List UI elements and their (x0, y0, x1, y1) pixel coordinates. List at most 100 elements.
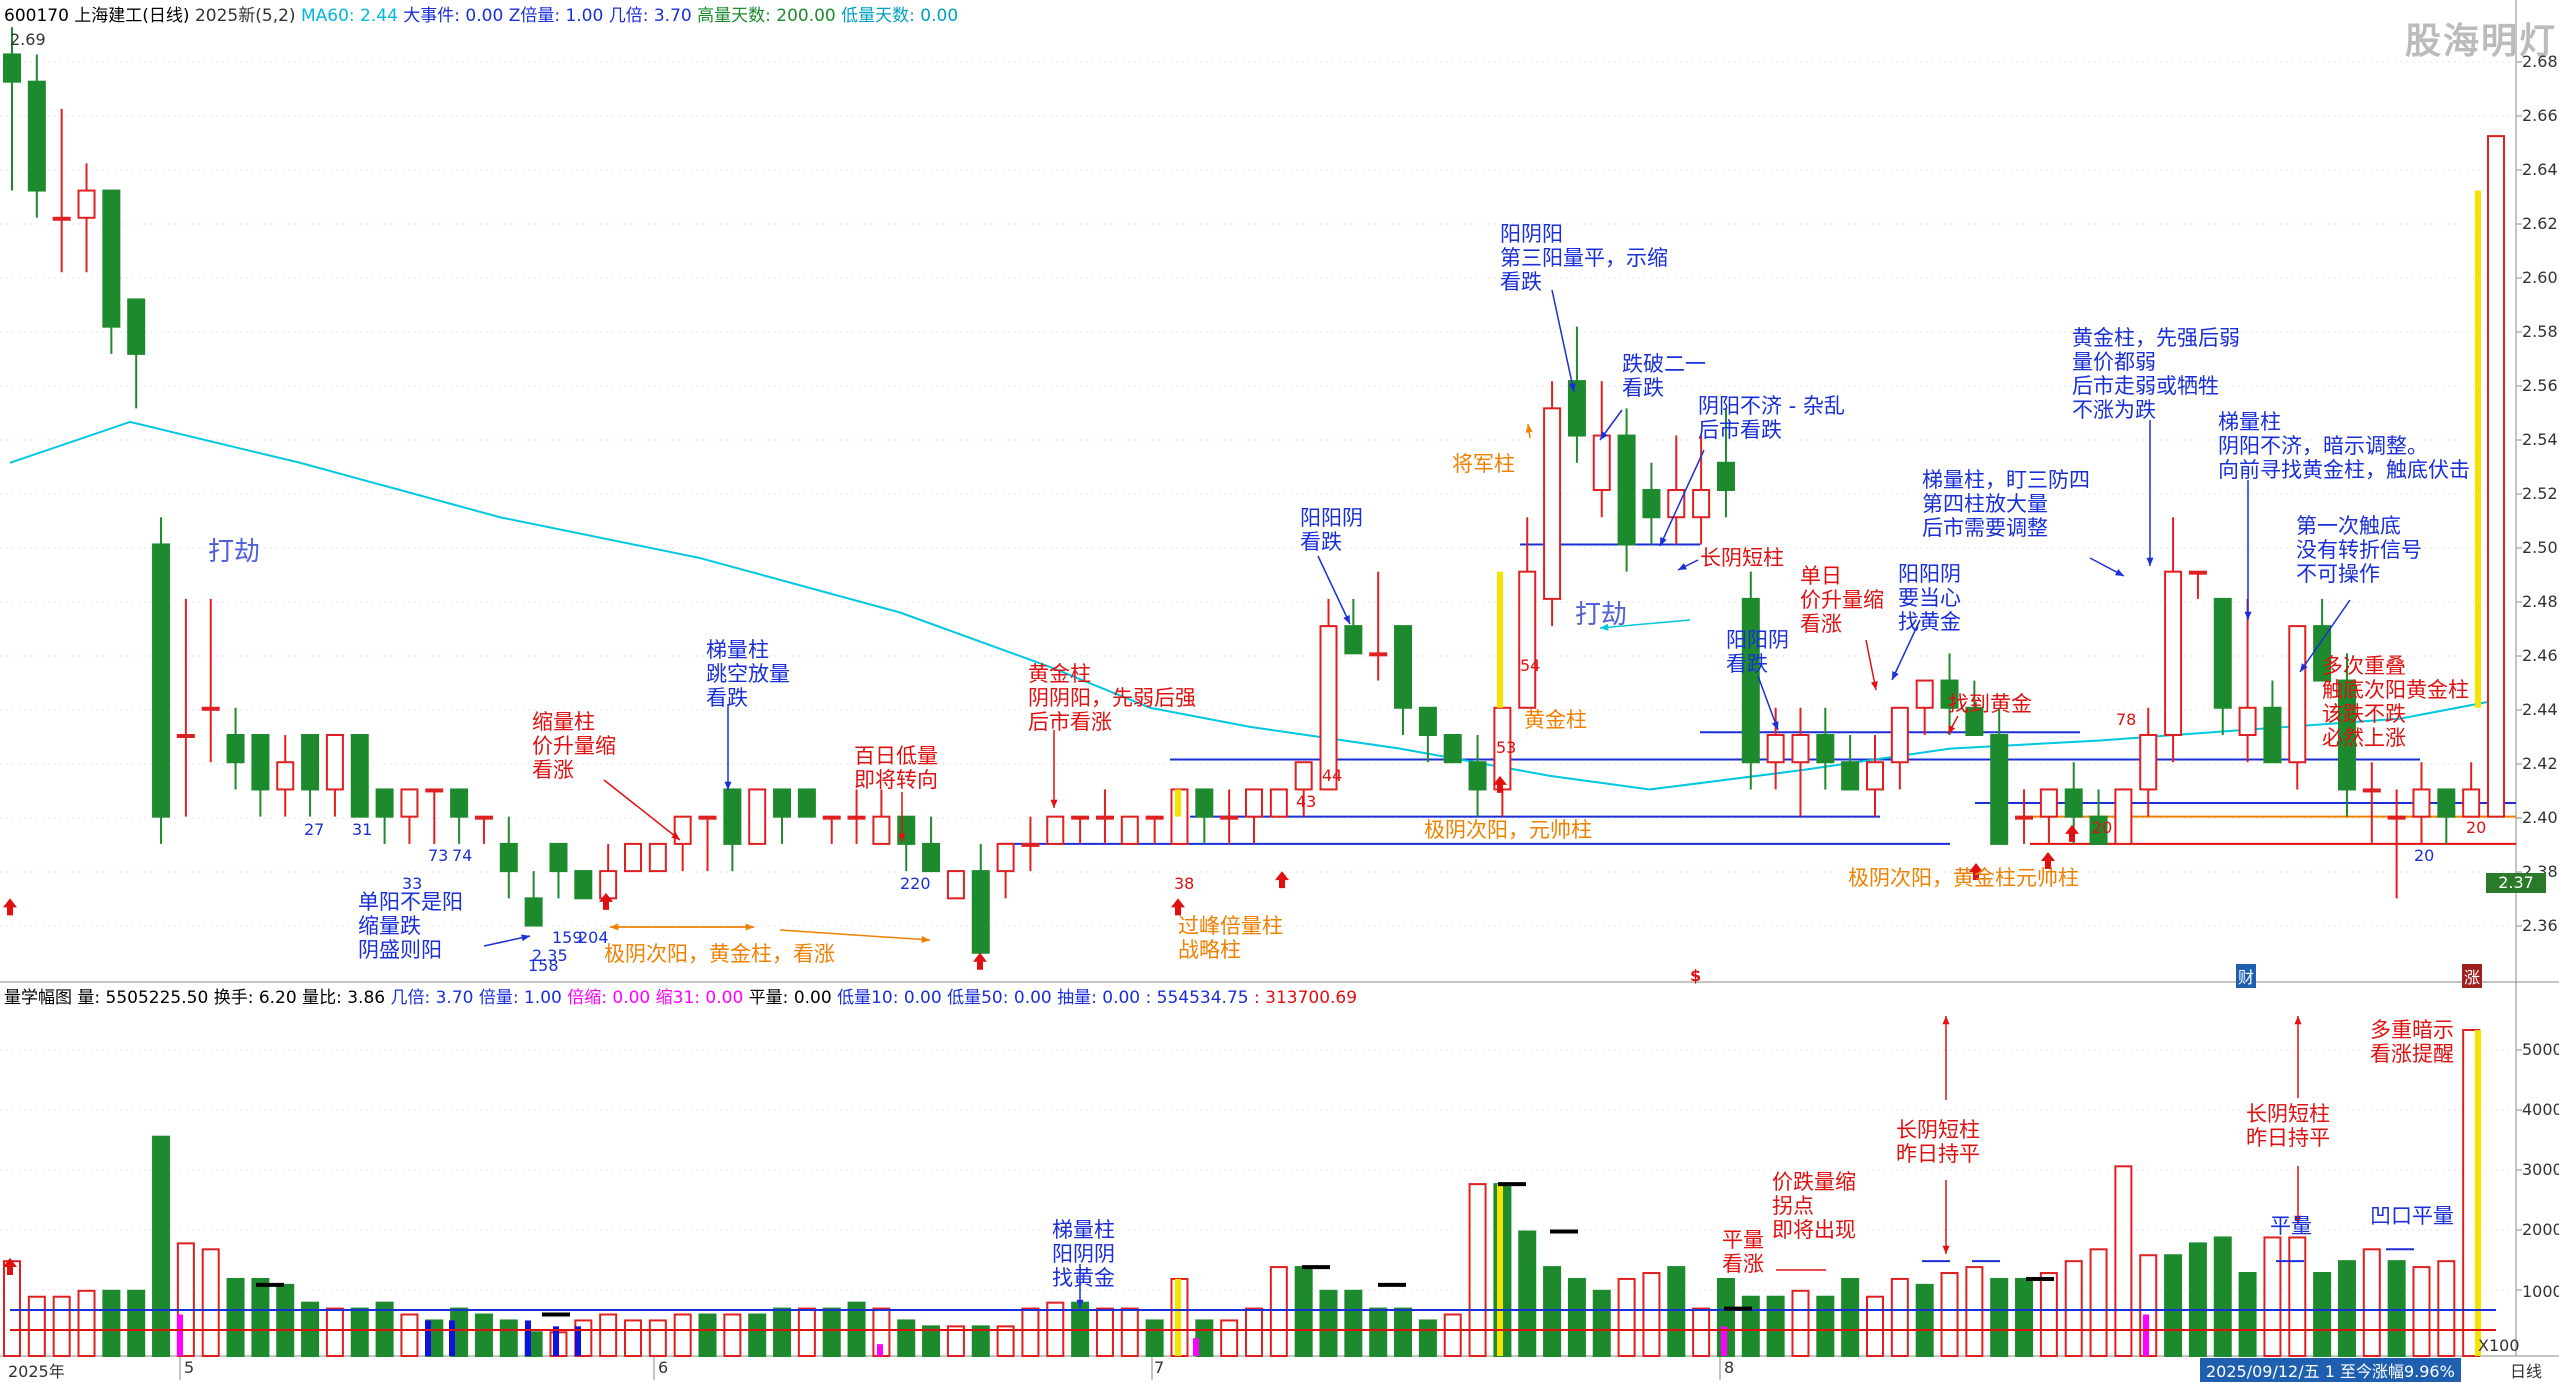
pointer-head (671, 832, 680, 840)
volume-bar (946, 1325, 965, 1358)
candle-body (2064, 788, 2083, 818)
candle-body (1716, 461, 1735, 491)
candle-body (1021, 842, 1040, 847)
stock-name[interactable]: 600170 上海建工(日线) (4, 6, 190, 26)
candle-body (574, 870, 593, 900)
volume-bar (698, 1313, 717, 1357)
candle-body (2213, 597, 2232, 709)
volume-bar (102, 1289, 121, 1358)
candle-body (499, 842, 518, 873)
event-marker[interactable]: 财 (2236, 964, 2257, 988)
candle-body (1816, 734, 1835, 764)
annotation-yangyangyin: 阳阳阴 要当心 找黄金 (1898, 562, 1961, 634)
pointer-head (1600, 623, 1609, 631)
candle-body (2089, 815, 2108, 845)
candle-body (1766, 734, 1785, 764)
volume-bar (1394, 1307, 1413, 1357)
volume-bar (1443, 1313, 1462, 1357)
volume-bar (1120, 1307, 1139, 1357)
annotation-vol-pingliang: 平量 (2270, 1214, 2312, 1238)
annotation-tiliang: 梯量柱 跳空放量 看跌 (706, 638, 790, 710)
candle-body (1592, 434, 1611, 491)
zbei-value: Z倍量: 1.00 (508, 6, 604, 26)
candle-label: 204 (578, 928, 609, 947)
vol-suo31: 缩31: 0.00 (655, 988, 744, 1008)
candle-label: 78 (2116, 710, 2137, 729)
candle-body (1418, 706, 1437, 736)
pointer-line (1757, 675, 1779, 731)
candle-body (2487, 135, 2505, 818)
price-tick: 2.50 (2522, 538, 2558, 557)
jibei-value: 几倍: 3.70 (608, 6, 692, 26)
volume-bar (1890, 1277, 1909, 1357)
watermark-logo: 股海明灯 (2405, 21, 2558, 62)
volume-bar (897, 1319, 916, 1358)
diliang-value: 低量天数: 0.00 (841, 6, 959, 26)
volume-bar (1915, 1283, 1934, 1357)
price-tick: 2.42 (2522, 754, 2558, 773)
period-label[interactable]: 日线 (2510, 1362, 2543, 1381)
volume-bar (2337, 1260, 2356, 1358)
pointer-line (1317, 555, 1351, 625)
dashi-value: 大事件: 0.00 (403, 6, 504, 26)
annotation-yangyinyang: 阳阴阳 第三阳量平，示缩 看跌 (1500, 222, 1668, 294)
annotation-tiliang: 梯量柱，盯三防四 第四柱放大量 后市需要调整 (1922, 468, 2090, 540)
annotation-jiyin: 极阴次阳，黄金柱，看涨 (604, 942, 835, 966)
indicator-name[interactable]: 2025新(5,2) (194, 6, 296, 26)
current-price-badge: 2.37 (2486, 873, 2546, 893)
candle-body (748, 788, 767, 845)
volume-bar (1095, 1307, 1114, 1357)
volume-bar (2213, 1236, 2232, 1358)
candle-label: 54 (1520, 656, 1541, 675)
annotation-changyin: 长阴短柱 (1700, 546, 1784, 570)
annotation-vol-pingliang: 平量 看涨 (1722, 1228, 1764, 1276)
volume-bar (3, 1260, 21, 1358)
highlight-bar (2475, 190, 2481, 708)
volume-tick: 50000 (2522, 1040, 2559, 1059)
event-marker[interactable]: $ (1690, 966, 1702, 985)
volume-tick: 20000 (2522, 1220, 2559, 1239)
pointer-head (921, 935, 930, 943)
volume-bar (773, 1307, 792, 1357)
candle-body (474, 815, 493, 820)
volume-bar (400, 1313, 419, 1357)
blue-volume (449, 1320, 455, 1356)
volume-unit: X100 (2478, 1336, 2520, 1355)
candle-label: 33 (402, 874, 423, 893)
annotation-jiangjun: 将军柱 (1452, 452, 1515, 476)
annotation-guofeng: 过峰倍量柱 战略柱 (1178, 914, 1283, 962)
vol-title[interactable]: 量学幅图 (4, 988, 72, 1008)
candle-body (27, 80, 46, 192)
candle-body (450, 788, 469, 818)
volume-bar (1220, 1319, 1239, 1358)
volume-bar (152, 1135, 171, 1358)
pointer-head (1892, 671, 1899, 680)
pointer-head (1660, 537, 1667, 546)
pointer-head (898, 833, 906, 842)
candle-body (872, 815, 891, 845)
volume-bar (971, 1325, 990, 1358)
candle-body (648, 842, 667, 873)
candle-body (2337, 679, 2356, 791)
candle-body (301, 734, 320, 791)
candle-body (102, 189, 121, 328)
volume-bar (1965, 1266, 1984, 1358)
volume-bar (1741, 1295, 1760, 1358)
candle-label: 44 (1322, 766, 1343, 785)
annotation-dajie: 打劫 (1575, 600, 1628, 630)
candle-body (251, 734, 270, 791)
volume-bar (2238, 1272, 2257, 1358)
candle-body (2362, 788, 2381, 793)
annotation-diepo: 跌破二一 看跌 (1622, 352, 1706, 400)
volume-bar (1369, 1307, 1388, 1357)
magenta-volume (1193, 1338, 1199, 1356)
event-marker[interactable]: 涨 (2462, 964, 2483, 988)
volume-bar (1021, 1307, 1040, 1357)
volume-bar (325, 1307, 344, 1357)
annotation-danri: 单日 价升量缩 看涨 (1800, 564, 1884, 636)
candle-body (1319, 625, 1338, 791)
candle-body (2188, 570, 2207, 575)
candle-label: 73 (428, 846, 449, 865)
candle-label: 158 (528, 956, 559, 975)
